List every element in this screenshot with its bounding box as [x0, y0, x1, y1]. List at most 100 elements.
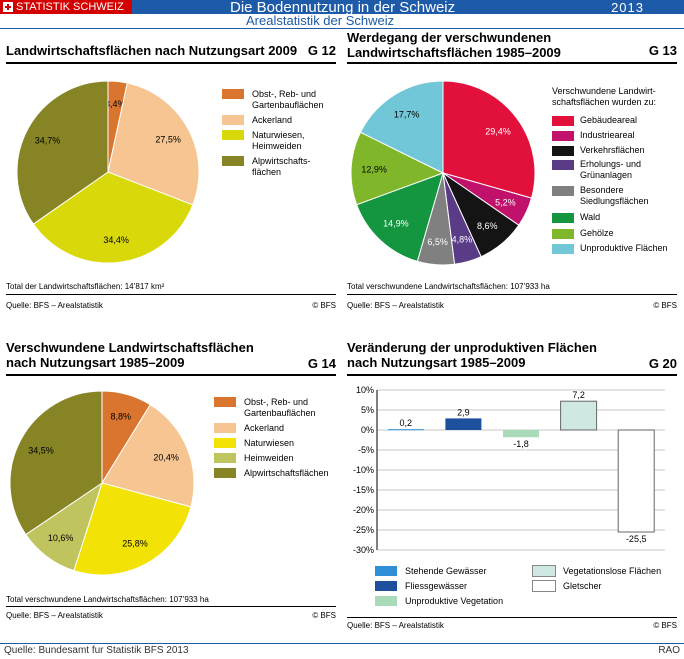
- legend-swatch: [552, 131, 574, 141]
- data-label: 0,2: [400, 418, 413, 428]
- header-band: [0, 0, 684, 14]
- bar: [503, 430, 539, 438]
- data-label: 10,6%: [48, 533, 74, 543]
- legend-swatch: [552, 229, 574, 239]
- legend-swatch: [375, 596, 397, 606]
- legend-label: Obst-, Reb- und Gartenbauflächen: [252, 89, 324, 110]
- chart-title: Veränderung der unproduktiven Flächen na…: [347, 340, 597, 370]
- data-label: 25,8%: [122, 539, 148, 549]
- pie-slice: [9, 390, 103, 536]
- chart-credit: © BFS: [653, 621, 677, 630]
- chart-source: Quelle: BFS – Arealstatistik: [347, 301, 444, 310]
- legend-swatch: [375, 581, 397, 591]
- data-label: 7,2: [572, 390, 585, 400]
- legend-label: Gebäudeareal: [580, 115, 638, 125]
- title-rule: [6, 62, 336, 64]
- pie-slice: [442, 80, 536, 199]
- legend-swatch: [552, 186, 574, 196]
- data-label: -25,5: [626, 534, 647, 544]
- legend-label: Naturwiesen: [244, 438, 295, 448]
- data-label: 20,4%: [153, 453, 179, 463]
- data-label: -1,8: [513, 439, 529, 449]
- legend-swatch: [214, 397, 236, 407]
- note-rule: [6, 294, 336, 295]
- chart-note: Total verschwundene Landwirtschaftsfläch…: [6, 595, 209, 604]
- pie-slice: [101, 403, 195, 508]
- legend-label: Alpwirtschaftsflächen: [244, 468, 329, 478]
- legend-label: Naturwiesen, Heimweiden: [252, 130, 305, 151]
- legend-swatch: [222, 156, 244, 166]
- bar: [617, 429, 655, 533]
- legend-label: Gehölze: [580, 228, 614, 238]
- legend-swatch: [552, 116, 574, 126]
- swiss-cross-icon: [3, 2, 13, 12]
- legend-label: Fliessgewässer: [405, 581, 468, 591]
- chart-panel-g12: Landwirtschaftsflächen nach Nutzungsart …: [6, 42, 336, 314]
- footer-code: RAO: [658, 645, 680, 656]
- legend-label: Ackerland: [252, 115, 293, 125]
- pie-slice: [359, 80, 444, 174]
- legend-label: Ackerland: [244, 423, 285, 433]
- legend-swatch: [552, 244, 574, 254]
- bar: [445, 418, 482, 430]
- chart-title: Verschwundene Landwirtschaftsflächen nac…: [6, 340, 254, 370]
- y-tick-label: -10%: [353, 465, 374, 475]
- legend-swatch: [552, 160, 574, 170]
- legend-label: Erholungs- und Grünanlagen: [580, 159, 642, 180]
- data-label: 34,4%: [103, 235, 129, 245]
- legend-label: Verkehrsflächen: [580, 145, 645, 155]
- legend-swatch: [552, 213, 574, 223]
- bar-chart-g20: 10% 5% 0% -5% -10% -15% -20% -25% -30% 0,2 2,9 -1,8…: [353, 385, 665, 555]
- legend-swatch: [222, 115, 244, 125]
- y-tick-label: -20%: [353, 505, 374, 515]
- legend-swatch: [214, 468, 236, 478]
- pie-chart-g14: 8,8% 20,4% 25,8% 10,6% 34,5%: [9, 390, 195, 576]
- data-label: 6,5%: [427, 237, 448, 247]
- brand-label: STATISTIK SCHWEIZ: [16, 1, 124, 13]
- legend-label: Wald: [580, 212, 601, 222]
- chart-code: G 13: [648, 43, 677, 58]
- data-label: 34,7%: [35, 135, 61, 145]
- pie-slice: [73, 482, 192, 576]
- legend-label: Heimweiden: [244, 453, 294, 463]
- chart-code: G 12: [307, 43, 336, 58]
- pie-slice: [350, 131, 445, 206]
- legend-swatch: [532, 565, 556, 577]
- legend-swatch: [222, 130, 244, 140]
- legend-label: Gletscher: [563, 581, 602, 591]
- chart-code: G 20: [648, 356, 677, 371]
- legend-swatch: [214, 453, 236, 463]
- y-tick-label: 5%: [361, 405, 374, 415]
- note-rule: [347, 617, 677, 618]
- chart-source: Quelle: BFS – Arealstatistik: [347, 621, 444, 630]
- legend-label: Unproduktive Flächen: [580, 243, 668, 253]
- chart-note: Total verschwundene Landwirtschaftsfläch…: [347, 282, 550, 291]
- header-subband: [0, 14, 684, 29]
- data-label: 29,4%: [485, 126, 511, 136]
- pie-slice: [107, 82, 200, 206]
- legend-swatch: [552, 146, 574, 156]
- page-header: STATISTIK SCHWEIZ Die Bodennutzung in de…: [0, 0, 684, 29]
- legend-label: Stehende Gewässer: [405, 566, 487, 576]
- note-rule: [347, 294, 677, 295]
- data-label: 17,7%: [394, 109, 420, 119]
- chart-panel-g13: Werdegang der verschwundenen Landwirtsch…: [347, 30, 677, 314]
- y-tick-label: 0%: [361, 425, 374, 435]
- chart-credit: © BFS: [312, 301, 336, 310]
- chart-credit: © BFS: [653, 301, 677, 310]
- legend-swatch: [375, 566, 397, 576]
- chart-source: Quelle: BFS – Arealstatistik: [6, 611, 103, 620]
- y-tick-label: -25%: [353, 525, 374, 535]
- pie-slice: [32, 171, 194, 264]
- legend-label: Alpwirtschafts- flächen: [252, 156, 311, 177]
- data-label: 14,9%: [383, 218, 409, 228]
- brand-logo[interactable]: STATISTIK SCHWEIZ: [0, 0, 132, 14]
- legend-label: Industrieareal: [580, 130, 635, 140]
- data-label: 3,4%: [105, 99, 126, 109]
- chart-panel-g14: Verschwundene Landwirtschaftsflächen nac…: [6, 340, 336, 624]
- legend-label: Vegetationslose Flächen: [563, 566, 662, 576]
- bar: [387, 429, 424, 431]
- chart-title: Werdegang der verschwundenen Landwirtsch…: [347, 30, 561, 60]
- note-rule: [6, 606, 336, 607]
- data-label: 5,2%: [495, 197, 516, 207]
